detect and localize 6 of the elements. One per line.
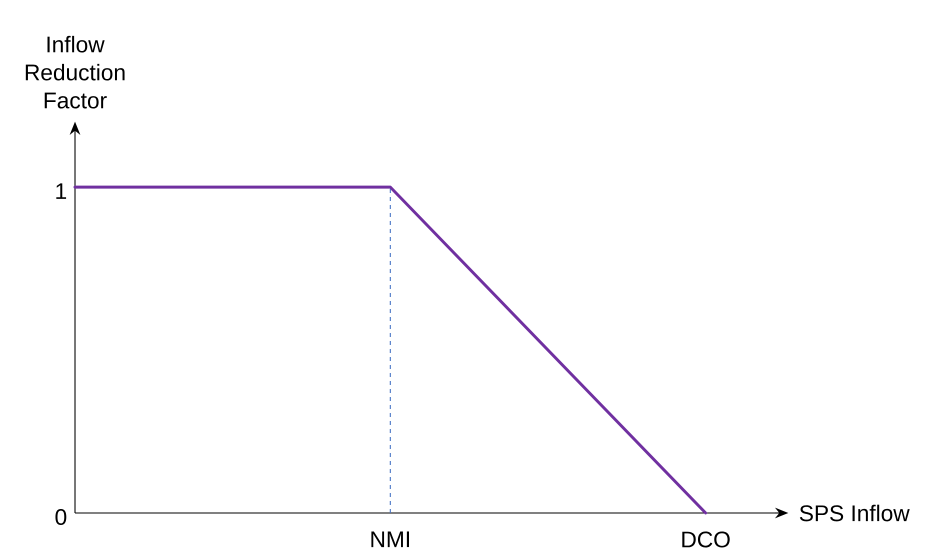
- y-tick-label: 1: [56, 183, 66, 199]
- x-tick-label: DCO: [682, 531, 730, 548]
- y-tick-label: 0: [55, 508, 66, 526]
- x-tick-label: NMI: [371, 531, 409, 548]
- x-axis-title: SPS Inflow: [800, 504, 910, 522]
- y-axis-title: Inflow Reduction Factor: [26, 36, 125, 109]
